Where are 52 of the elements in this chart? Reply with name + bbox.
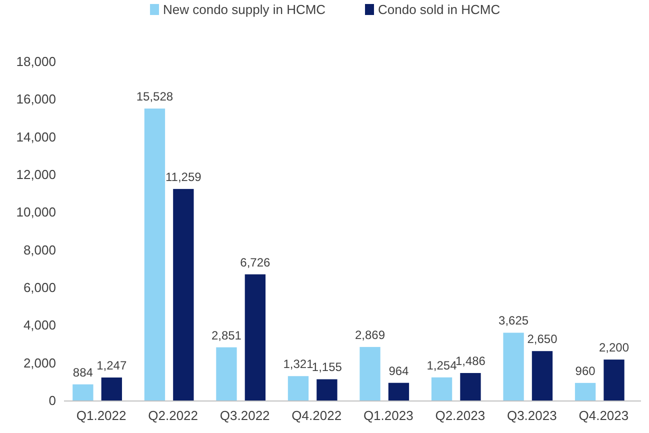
y-tick-label: 10,000 — [16, 204, 56, 220]
x-tick-label: Q4.2023 — [578, 408, 629, 423]
x-tick-label: Q1.2022 — [76, 408, 126, 423]
data-label: 1,254 — [426, 358, 458, 372]
bar — [460, 373, 481, 401]
bar — [503, 332, 524, 401]
y-tick-label: 14,000 — [16, 129, 56, 144]
bar — [101, 378, 122, 401]
legend-label: Condo sold in HCMC — [378, 2, 500, 17]
bar — [173, 188, 194, 401]
data-label: 1,155 — [312, 360, 342, 374]
y-tick-label: 6,000 — [23, 280, 56, 295]
bar — [316, 379, 338, 401]
data-label: 2,851 — [211, 328, 242, 342]
bar — [144, 108, 166, 401]
y-tick-label: 8,000 — [23, 242, 56, 258]
x-tick-label: Q1.2023 — [363, 408, 414, 423]
y-tick-label: 18,000 — [16, 54, 56, 69]
bar — [360, 346, 380, 401]
data-label: 960 — [575, 364, 596, 378]
y-tick-label: 12,000 — [16, 167, 56, 182]
bar — [288, 376, 309, 401]
data-label: 11,259 — [166, 170, 202, 184]
data-label: 6,726 — [240, 255, 271, 270]
data-label: 1,247 — [96, 358, 127, 373]
data-label: 884 — [72, 365, 94, 380]
bar — [244, 274, 266, 401]
data-label: 1,486 — [455, 354, 486, 368]
data-label: 1,321 — [283, 357, 314, 372]
bar — [604, 360, 624, 401]
x-tick-label: Q2.2022 — [148, 408, 198, 423]
bar — [72, 384, 94, 401]
bar — [216, 347, 237, 401]
x-tick-label: Q3.2023 — [506, 408, 557, 423]
y-tick-label: 2,000 — [23, 355, 56, 370]
bar — [388, 382, 410, 401]
bar — [532, 351, 553, 401]
y-tick-label: 4,000 — [23, 318, 56, 333]
data-label: 2,200 — [599, 340, 630, 355]
y-tick-label: 0 — [48, 393, 56, 408]
data-label: 15,528 — [136, 90, 174, 104]
data-label: 964 — [388, 364, 410, 378]
bar — [431, 377, 452, 401]
data-label: 2,869 — [354, 328, 386, 342]
bar — [574, 382, 596, 401]
x-tick-label: Q2.2023 — [435, 408, 486, 423]
legend-label: New condo supply in HCMC — [163, 2, 326, 17]
y-tick-label: 16,000 — [16, 92, 56, 107]
x-tick-label: Q4.2022 — [292, 408, 342, 423]
data-label: 2,650 — [527, 332, 558, 346]
x-tick-label: Q3.2022 — [220, 408, 270, 423]
data-label: 3,625 — [498, 314, 529, 328]
